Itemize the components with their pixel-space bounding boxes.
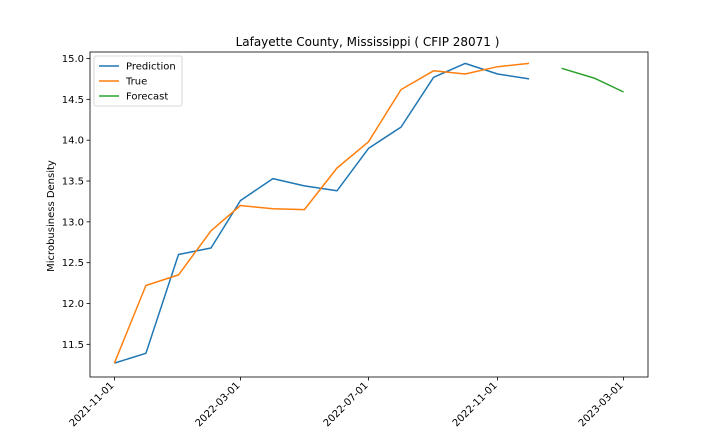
y-tick-label: 12.5: [62, 258, 84, 269]
plot-area: [89, 51, 649, 378]
legend-box: [93, 55, 183, 107]
series-line-prediction: [114, 62, 530, 364]
series-line-forecast: [561, 67, 624, 93]
series-line-true: [113, 62, 530, 364]
x-tick-label: 2021-11-01: [68, 380, 117, 429]
chart-title: Lafayette County, Mississippi ( CFIP 280…: [236, 35, 500, 49]
legend: Prediction True Forecast: [93, 55, 183, 107]
y-tick-label: 13.5: [62, 177, 84, 188]
x-tick-label: 2022-11-01: [451, 380, 500, 429]
legend-label: Forecast: [126, 92, 168, 103]
y-tick-label: 12.0: [62, 299, 84, 310]
y-tick-label: 14.5: [62, 95, 84, 106]
legend-label: True: [125, 77, 147, 88]
y-axis-label: Microbusiness Density: [46, 160, 57, 272]
x-tick-label: 2022-07-01: [322, 380, 371, 429]
y-tick-label: 11.5: [62, 340, 84, 351]
legend-label: Prediction: [126, 62, 176, 73]
x-tick-label: 2023-03-01: [577, 380, 626, 429]
y-tick-label: 14.0: [62, 136, 84, 147]
x-tick-label: 2022-03-01: [194, 380, 243, 429]
y-tick-label: 13.0: [62, 217, 84, 228]
y-tick-label: 15.0: [62, 54, 84, 65]
